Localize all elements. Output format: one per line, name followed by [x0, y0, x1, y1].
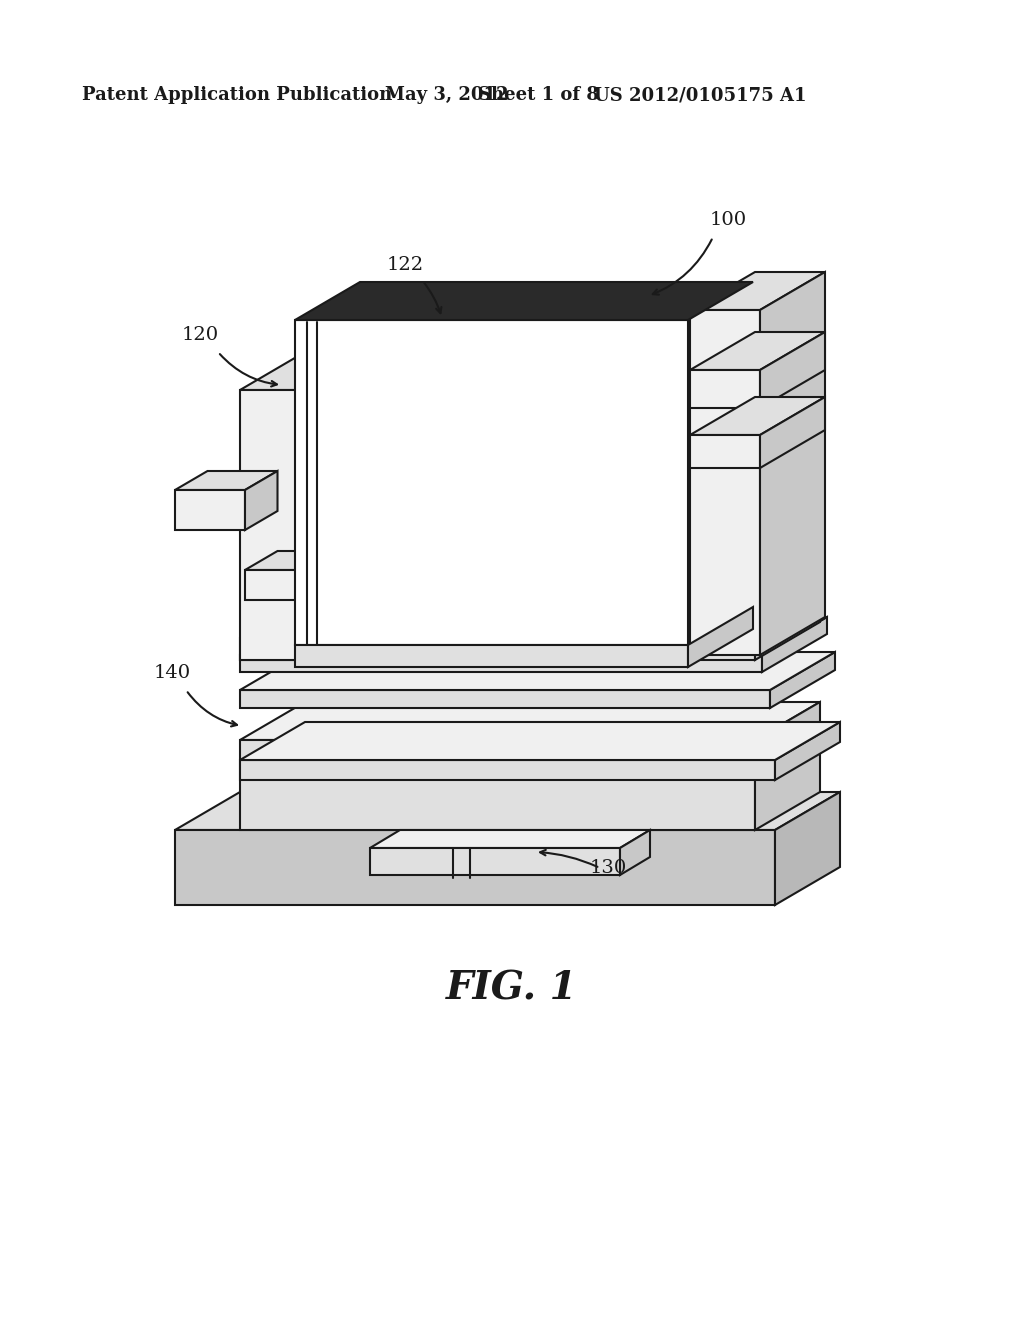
Polygon shape	[240, 655, 762, 672]
Polygon shape	[690, 333, 825, 370]
Polygon shape	[690, 272, 825, 310]
Polygon shape	[240, 638, 755, 660]
Polygon shape	[688, 607, 753, 667]
Polygon shape	[175, 490, 245, 531]
Polygon shape	[760, 272, 825, 655]
Polygon shape	[240, 352, 370, 389]
Text: Sheet 1 of 8: Sheet 1 of 8	[478, 86, 599, 104]
Polygon shape	[240, 616, 827, 655]
Text: US 2012/0105175 A1: US 2012/0105175 A1	[594, 86, 807, 104]
Polygon shape	[690, 436, 760, 469]
Polygon shape	[240, 760, 775, 780]
Polygon shape	[690, 397, 825, 436]
Polygon shape	[755, 601, 820, 660]
Polygon shape	[240, 601, 820, 638]
Polygon shape	[175, 792, 840, 830]
Text: FIG. 1: FIG. 1	[446, 969, 578, 1007]
Polygon shape	[175, 830, 775, 906]
Polygon shape	[755, 702, 820, 830]
Polygon shape	[760, 333, 825, 408]
Polygon shape	[370, 830, 650, 847]
Polygon shape	[295, 645, 688, 667]
Polygon shape	[240, 722, 840, 760]
Polygon shape	[775, 722, 840, 780]
Polygon shape	[245, 550, 338, 570]
Polygon shape	[295, 319, 688, 645]
Polygon shape	[775, 792, 840, 906]
Polygon shape	[240, 702, 820, 741]
Text: 130: 130	[590, 859, 627, 876]
Polygon shape	[245, 570, 305, 601]
Polygon shape	[240, 690, 770, 708]
Text: 100: 100	[710, 211, 746, 228]
Polygon shape	[770, 652, 835, 708]
Polygon shape	[690, 370, 760, 408]
Polygon shape	[620, 830, 650, 875]
Polygon shape	[175, 471, 278, 490]
Polygon shape	[760, 397, 825, 469]
Polygon shape	[305, 352, 370, 660]
Polygon shape	[690, 310, 760, 655]
Text: 140: 140	[154, 664, 190, 682]
Text: May 3, 2012: May 3, 2012	[385, 86, 509, 104]
Polygon shape	[245, 471, 278, 531]
Polygon shape	[240, 389, 305, 660]
Text: Patent Application Publication: Patent Application Publication	[82, 86, 392, 104]
Polygon shape	[240, 741, 755, 830]
Polygon shape	[370, 847, 620, 875]
Polygon shape	[762, 616, 827, 672]
Text: 120: 120	[181, 326, 218, 345]
Polygon shape	[240, 652, 835, 690]
Polygon shape	[295, 282, 753, 319]
Text: 122: 122	[386, 256, 424, 275]
